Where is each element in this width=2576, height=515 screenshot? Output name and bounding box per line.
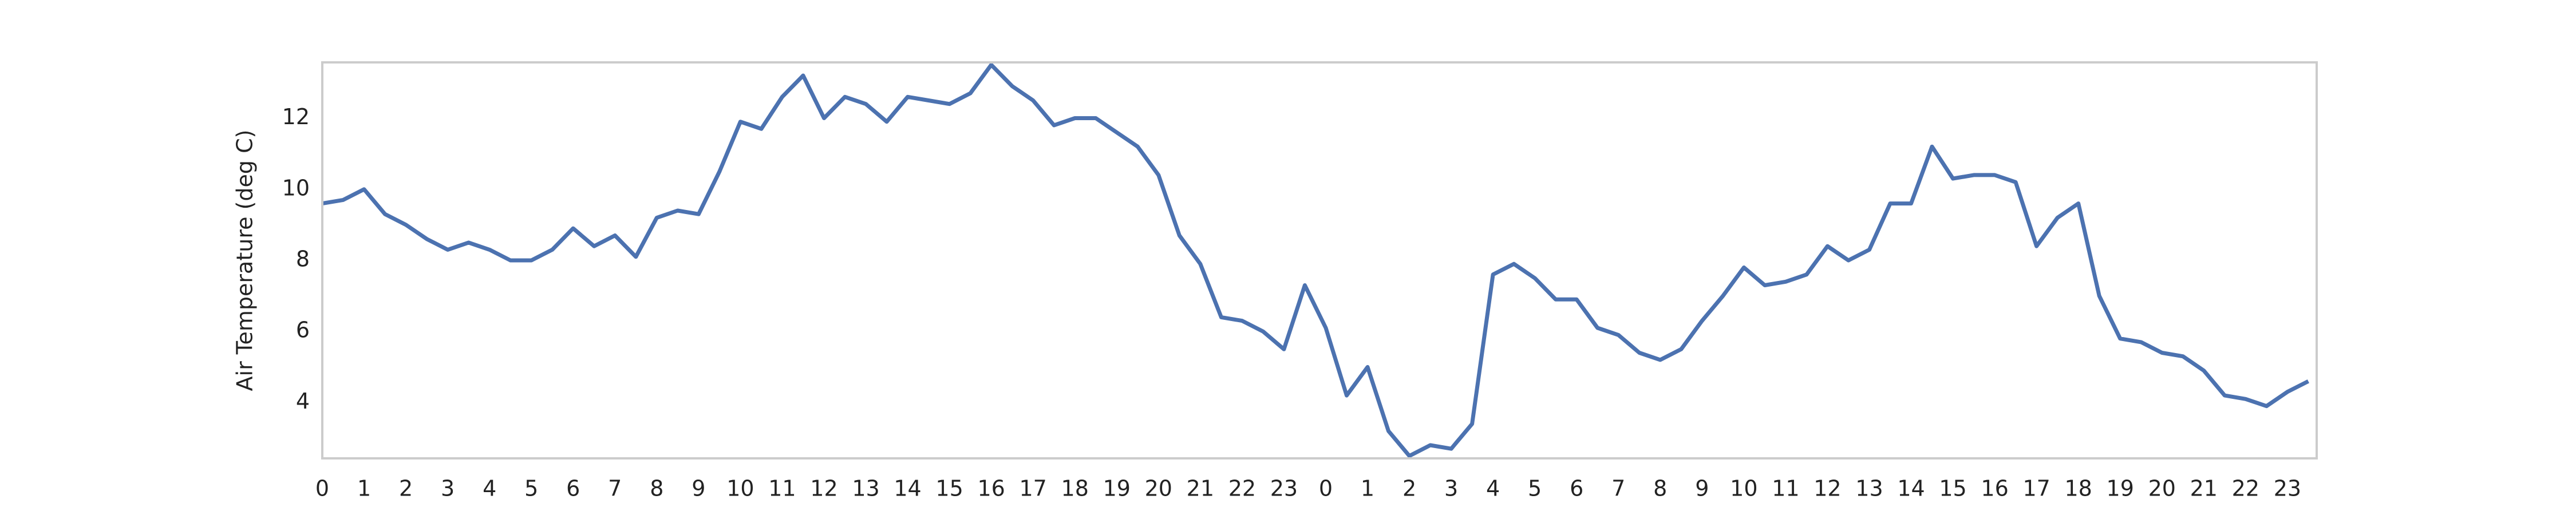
- x-tick-label: 18: [1061, 476, 1089, 501]
- x-tick-label: 4: [483, 476, 496, 501]
- x-tick-label: 11: [768, 476, 796, 501]
- x-tick-label: 12: [1814, 476, 1841, 501]
- x-tick-label: 7: [1611, 476, 1625, 501]
- x-tick-label: 23: [2274, 476, 2301, 501]
- x-tick-label: 10: [1730, 476, 1757, 501]
- y-tick-label: 10: [282, 175, 310, 200]
- x-tick-label: 6: [566, 476, 580, 501]
- x-tick-label: 17: [2022, 476, 2050, 501]
- x-tick-label: 0: [1319, 476, 1333, 501]
- x-tick-label: 20: [1145, 476, 1172, 501]
- x-tick-label: 3: [441, 476, 455, 501]
- x-tick-label: 16: [1981, 476, 2008, 501]
- x-tick-label: 2: [399, 476, 413, 501]
- x-tick-label: 0: [315, 476, 329, 501]
- x-tick-label: 22: [1228, 476, 1256, 501]
- x-tick-label: 18: [2064, 476, 2092, 501]
- x-tick-label: 1: [1361, 476, 1374, 501]
- x-tick-label: 5: [524, 476, 538, 501]
- x-tick-label: 3: [1444, 476, 1458, 501]
- x-tick-label: 14: [894, 476, 921, 501]
- y-tick-label: 8: [296, 247, 310, 272]
- y-tick-label: 12: [282, 104, 310, 129]
- x-tick-label: 22: [2232, 476, 2259, 501]
- y-tick-label: 6: [296, 318, 310, 343]
- x-tick-label: 17: [1019, 476, 1046, 501]
- data-line: [322, 62, 2309, 458]
- x-tick-label: 4: [1486, 476, 1500, 501]
- x-tick-label: 15: [935, 476, 963, 501]
- x-tick-label: 2: [1402, 476, 1416, 501]
- x-tick-label: 14: [1897, 476, 1925, 501]
- x-tick-label: 19: [2107, 476, 2134, 501]
- x-tick-label: 1: [357, 476, 371, 501]
- x-tick-label: 11: [1772, 476, 1799, 501]
- x-tick-label: 13: [852, 476, 879, 501]
- x-tick-label: 15: [1939, 476, 1966, 501]
- x-tick-label: 16: [977, 476, 1005, 501]
- x-tick-label: 8: [1653, 476, 1667, 501]
- x-tick-label: 6: [1570, 476, 1583, 501]
- x-tick-label: 8: [650, 476, 663, 501]
- x-tick-label: 7: [608, 476, 622, 501]
- x-tick-label: 10: [726, 476, 754, 501]
- x-tick-label: 9: [1695, 476, 1709, 501]
- plot-frame: [321, 61, 2318, 459]
- x-tick-label: 21: [2190, 476, 2218, 501]
- y-axis-label: Air Temperature (deg C): [232, 130, 258, 391]
- x-tick-label: 19: [1103, 476, 1131, 501]
- x-tick-label: 5: [1528, 476, 1542, 501]
- x-tick-label: 21: [1187, 476, 1214, 501]
- x-tick-label: 13: [1855, 476, 1883, 501]
- x-tick-label: 23: [1270, 476, 1298, 501]
- x-tick-label: 12: [810, 476, 837, 501]
- x-tick-label: 20: [2148, 476, 2176, 501]
- y-tick-label: 4: [296, 389, 310, 414]
- x-tick-label: 9: [692, 476, 705, 501]
